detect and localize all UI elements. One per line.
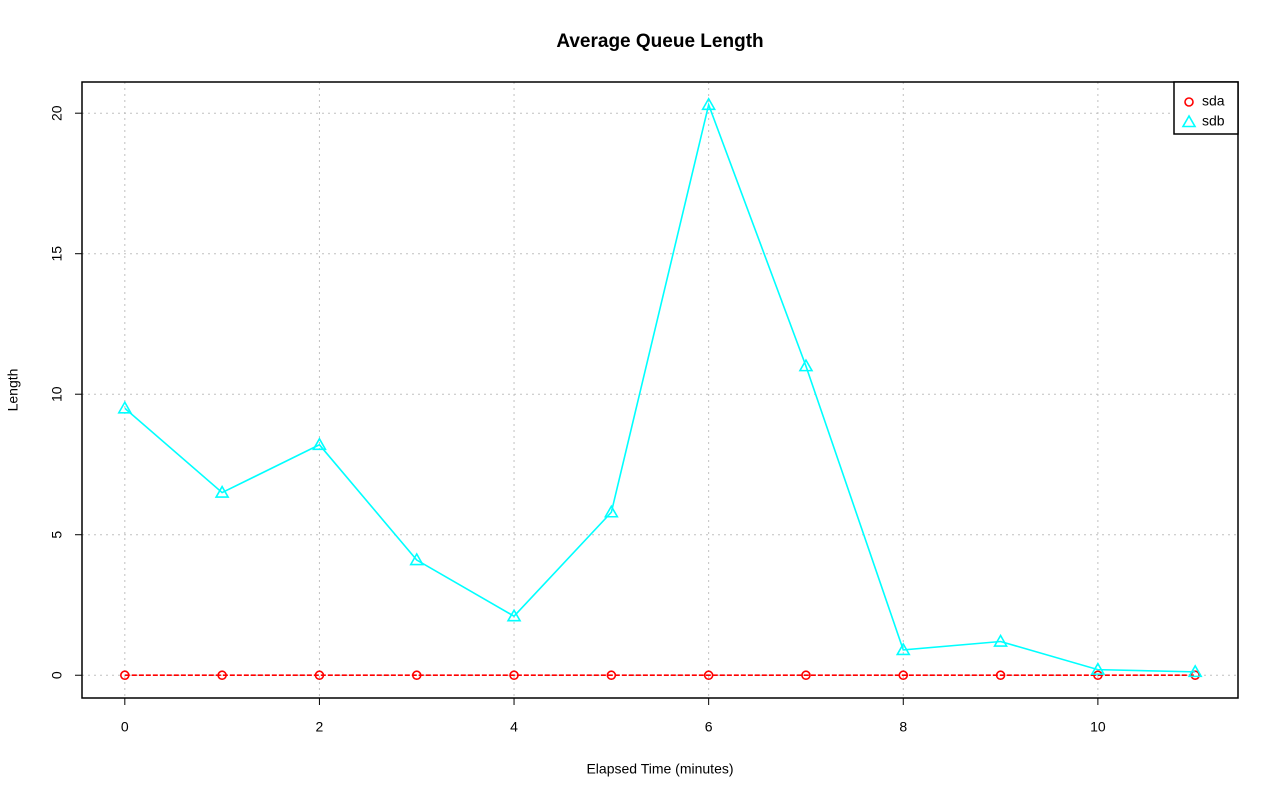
data-point [1090, 662, 1106, 675]
data-point [798, 358, 814, 372]
data-point [898, 670, 909, 681]
y-tick-label: 20 [49, 105, 65, 121]
data-point [1187, 664, 1203, 678]
data-point [312, 437, 327, 451]
x-tick-label: 10 [1090, 719, 1106, 735]
data-point [217, 670, 227, 681]
x-tick-label: 4 [510, 719, 518, 735]
y-axis-label: Length [5, 369, 21, 412]
data-point [995, 670, 1006, 681]
chart-title: Average Queue Length [556, 31, 763, 52]
legend-box [1173, 81, 1239, 135]
legend-marker [1184, 97, 1194, 107]
data-point [120, 670, 130, 681]
x-tick-label: 0 [121, 719, 129, 735]
plot-border [81, 81, 1239, 699]
x-tick-label: 2 [316, 719, 324, 735]
data-point [409, 552, 425, 566]
y-tick-label: 10 [49, 386, 65, 402]
legend-label: sda [1202, 93, 1225, 109]
data-point [801, 670, 811, 681]
y-tick-label: 0 [49, 671, 65, 679]
x-tick-label: 8 [899, 719, 907, 735]
data-point [509, 670, 519, 681]
data-point [606, 670, 617, 681]
y-tick-label: 15 [49, 246, 65, 262]
data-point [703, 670, 714, 681]
y-tick-label: 5 [49, 531, 65, 539]
data-point [895, 642, 911, 656]
data-point [993, 633, 1008, 647]
data-point [1093, 670, 1103, 681]
data-point [214, 484, 230, 498]
legend-label: sdb [1202, 113, 1225, 129]
legend: sda sdb [1173, 81, 1239, 135]
x-tick-label: 6 [705, 719, 713, 735]
x-axis-label: Elapsed Time (minutes) [586, 761, 733, 777]
series-line [124, 102, 1196, 673]
legend-marker [1181, 114, 1197, 128]
data-point [506, 608, 522, 622]
data-point [701, 97, 717, 111]
data-point [314, 670, 325, 681]
data-point [117, 400, 133, 414]
data-point [411, 670, 422, 681]
data-point [603, 504, 619, 518]
